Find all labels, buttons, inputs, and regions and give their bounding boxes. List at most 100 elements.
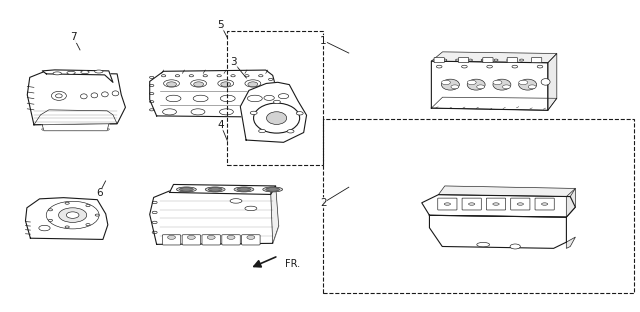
FancyBboxPatch shape xyxy=(511,198,530,210)
Text: 2: 2 xyxy=(320,198,326,208)
Ellipse shape xyxy=(207,235,215,239)
Circle shape xyxy=(502,85,510,89)
Ellipse shape xyxy=(205,187,225,192)
Circle shape xyxy=(95,214,99,216)
Ellipse shape xyxy=(444,203,451,205)
FancyBboxPatch shape xyxy=(531,57,541,62)
Ellipse shape xyxy=(541,79,550,85)
Polygon shape xyxy=(438,186,575,197)
FancyBboxPatch shape xyxy=(222,235,240,245)
Circle shape xyxy=(269,111,273,113)
Ellipse shape xyxy=(168,235,175,239)
Bar xyxy=(323,119,634,293)
Circle shape xyxy=(150,109,154,111)
Circle shape xyxy=(443,59,447,61)
Circle shape xyxy=(39,225,50,231)
Ellipse shape xyxy=(208,188,222,191)
FancyBboxPatch shape xyxy=(202,235,220,245)
FancyBboxPatch shape xyxy=(462,198,481,210)
Ellipse shape xyxy=(81,71,89,74)
Circle shape xyxy=(467,80,476,85)
Text: 3: 3 xyxy=(230,57,237,67)
Circle shape xyxy=(269,103,273,105)
Circle shape xyxy=(49,209,52,211)
Circle shape xyxy=(528,85,536,89)
Ellipse shape xyxy=(220,109,234,115)
Circle shape xyxy=(42,128,46,130)
Circle shape xyxy=(287,129,294,133)
Circle shape xyxy=(532,59,536,61)
FancyBboxPatch shape xyxy=(535,198,554,210)
Polygon shape xyxy=(548,54,557,110)
Ellipse shape xyxy=(245,206,257,211)
Circle shape xyxy=(520,59,524,61)
Ellipse shape xyxy=(59,208,87,222)
Ellipse shape xyxy=(263,187,283,192)
Circle shape xyxy=(512,65,518,68)
FancyBboxPatch shape xyxy=(163,235,180,245)
Circle shape xyxy=(65,226,69,228)
Circle shape xyxy=(152,221,157,224)
Circle shape xyxy=(278,94,289,99)
Polygon shape xyxy=(271,186,278,243)
Circle shape xyxy=(259,129,266,133)
FancyBboxPatch shape xyxy=(242,235,260,245)
Circle shape xyxy=(487,65,492,68)
Circle shape xyxy=(89,128,93,130)
Ellipse shape xyxy=(102,92,108,97)
Ellipse shape xyxy=(477,242,490,247)
Text: 4: 4 xyxy=(218,120,224,130)
Ellipse shape xyxy=(163,109,177,115)
Polygon shape xyxy=(566,188,575,217)
Ellipse shape xyxy=(194,82,204,87)
Circle shape xyxy=(250,111,257,115)
Ellipse shape xyxy=(467,79,485,90)
Circle shape xyxy=(152,231,157,234)
FancyBboxPatch shape xyxy=(507,57,517,62)
Ellipse shape xyxy=(230,199,242,203)
Polygon shape xyxy=(42,124,109,131)
Circle shape xyxy=(175,75,180,77)
Ellipse shape xyxy=(517,203,524,205)
Circle shape xyxy=(150,76,154,78)
Circle shape xyxy=(296,112,303,115)
Circle shape xyxy=(86,205,90,207)
Ellipse shape xyxy=(253,103,300,133)
Ellipse shape xyxy=(442,79,460,90)
Circle shape xyxy=(481,59,485,61)
Circle shape xyxy=(507,59,511,61)
FancyBboxPatch shape xyxy=(486,198,506,210)
Circle shape xyxy=(477,85,484,89)
Circle shape xyxy=(493,80,502,85)
Polygon shape xyxy=(431,52,557,63)
Circle shape xyxy=(231,75,236,77)
Polygon shape xyxy=(170,184,276,194)
Circle shape xyxy=(442,80,451,85)
Circle shape xyxy=(451,85,459,89)
FancyBboxPatch shape xyxy=(434,57,444,62)
FancyBboxPatch shape xyxy=(182,235,200,245)
Ellipse shape xyxy=(53,72,61,75)
Circle shape xyxy=(510,244,520,249)
Text: 6: 6 xyxy=(96,188,102,198)
Ellipse shape xyxy=(519,79,537,90)
Ellipse shape xyxy=(220,95,235,102)
Circle shape xyxy=(152,201,157,204)
Ellipse shape xyxy=(227,235,235,239)
Text: 5: 5 xyxy=(218,20,224,30)
Circle shape xyxy=(269,86,273,89)
Polygon shape xyxy=(150,191,278,244)
Circle shape xyxy=(269,78,273,80)
Polygon shape xyxy=(431,61,548,110)
Ellipse shape xyxy=(95,70,103,73)
Polygon shape xyxy=(566,237,575,248)
Circle shape xyxy=(86,224,90,226)
Circle shape xyxy=(58,128,62,130)
Ellipse shape xyxy=(468,203,475,205)
Circle shape xyxy=(494,59,498,61)
Polygon shape xyxy=(431,97,557,110)
Ellipse shape xyxy=(164,80,179,87)
Ellipse shape xyxy=(218,80,234,87)
Polygon shape xyxy=(241,82,307,142)
Polygon shape xyxy=(429,215,566,248)
